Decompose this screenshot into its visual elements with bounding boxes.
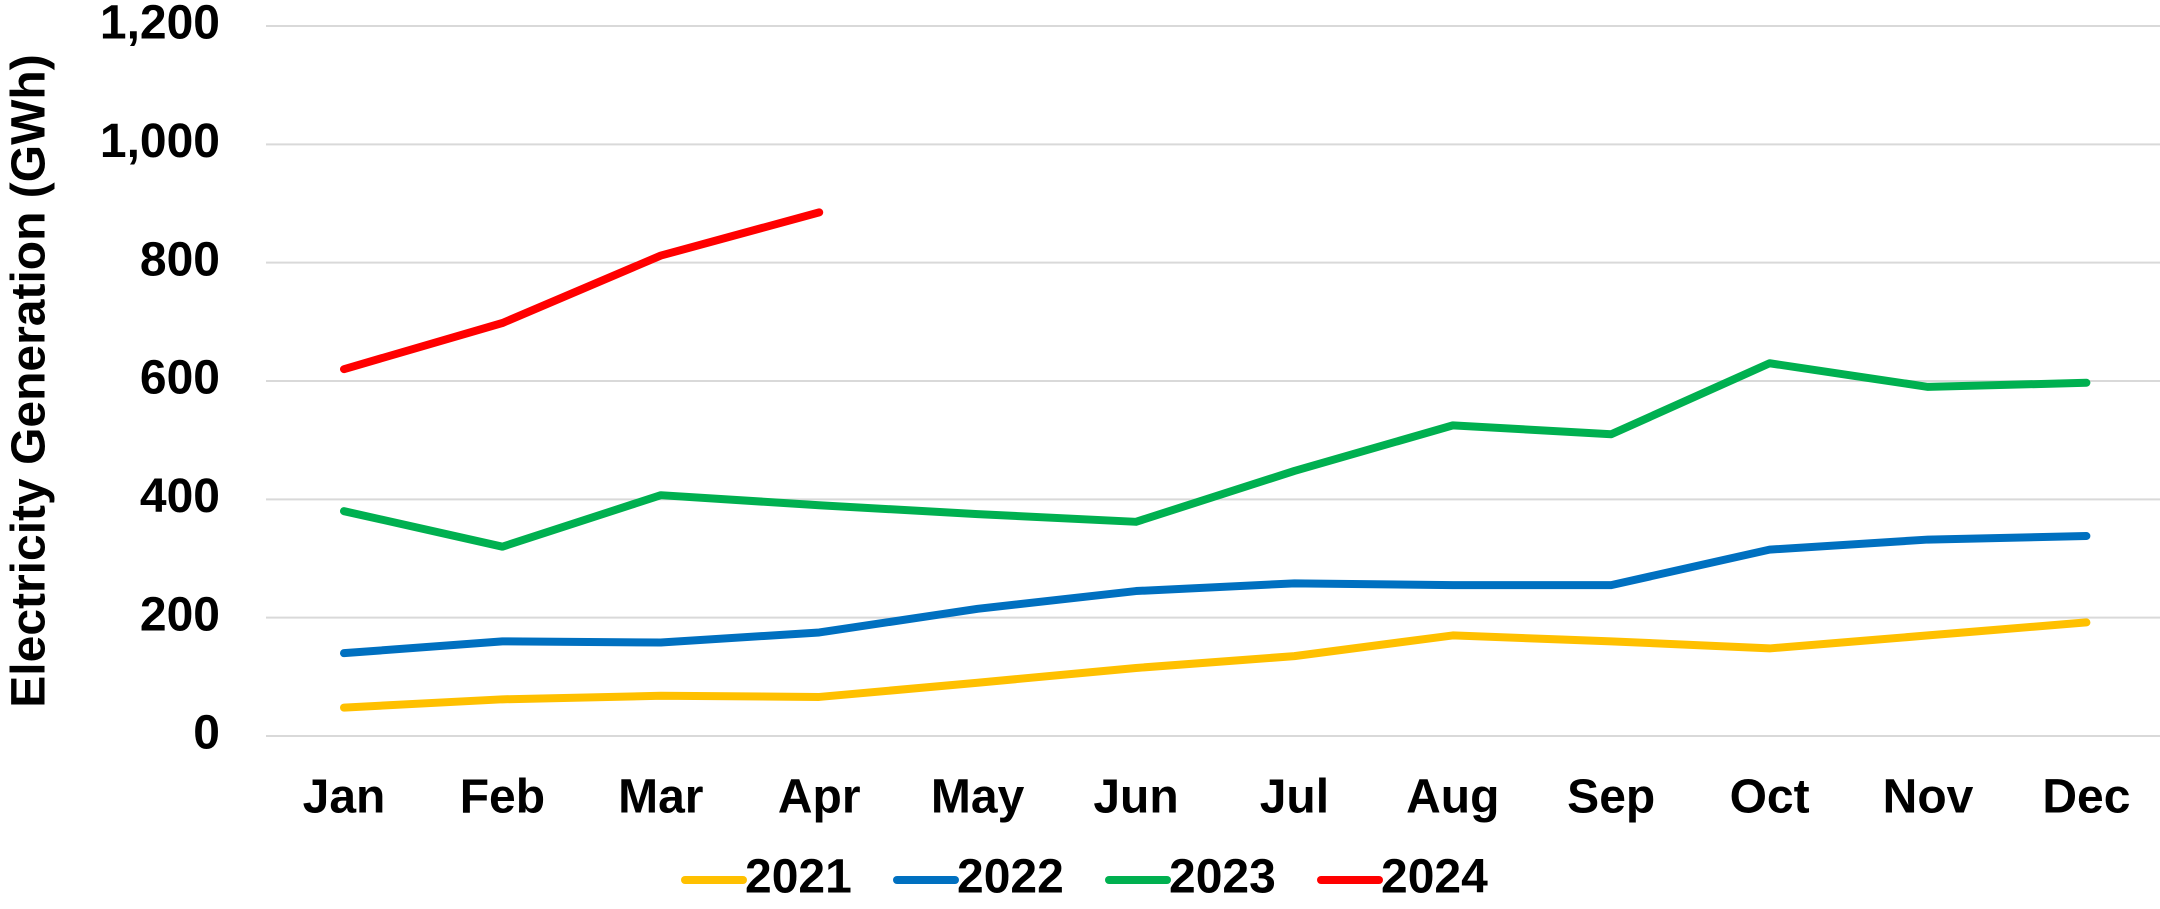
x-tick-label: May <box>931 771 1025 824</box>
data-line <box>340 618 2091 712</box>
x-tick-label: Jan <box>303 771 386 824</box>
y-tick-label: 400 <box>140 470 220 523</box>
legend-label: 2022 <box>957 851 1064 904</box>
y-tick-label: 200 <box>140 588 220 641</box>
data-line <box>340 359 2091 551</box>
y-tick-label: 800 <box>140 233 220 286</box>
y-tick-label: 0 <box>193 707 220 760</box>
data-line <box>340 532 2091 658</box>
legend-label: 2024 <box>1381 851 1488 904</box>
y-tick-label: 1,200 <box>100 0 220 50</box>
y-axis-label: Electricity Generation (GWh) <box>3 54 56 707</box>
legend-label: 2021 <box>745 851 852 904</box>
x-tick-label: Nov <box>1883 771 1974 824</box>
x-tick-label: Dec <box>2042 771 2130 824</box>
x-tick-label: Jul <box>1260 771 1329 824</box>
x-tick-label: Mar <box>618 771 703 824</box>
x-tick-label: Oct <box>1730 771 1810 824</box>
x-tick-label: Jun <box>1093 771 1178 824</box>
x-tick-label: Aug <box>1406 771 1499 824</box>
x-tick-label: Sep <box>1567 771 1655 824</box>
legend-label: 2023 <box>1169 851 1276 904</box>
y-tick-label: 600 <box>140 352 220 405</box>
data-line <box>340 208 824 374</box>
x-tick-label: Feb <box>460 771 545 824</box>
x-tick-label: Apr <box>778 771 861 824</box>
y-tick-label: 1,000 <box>100 115 220 168</box>
